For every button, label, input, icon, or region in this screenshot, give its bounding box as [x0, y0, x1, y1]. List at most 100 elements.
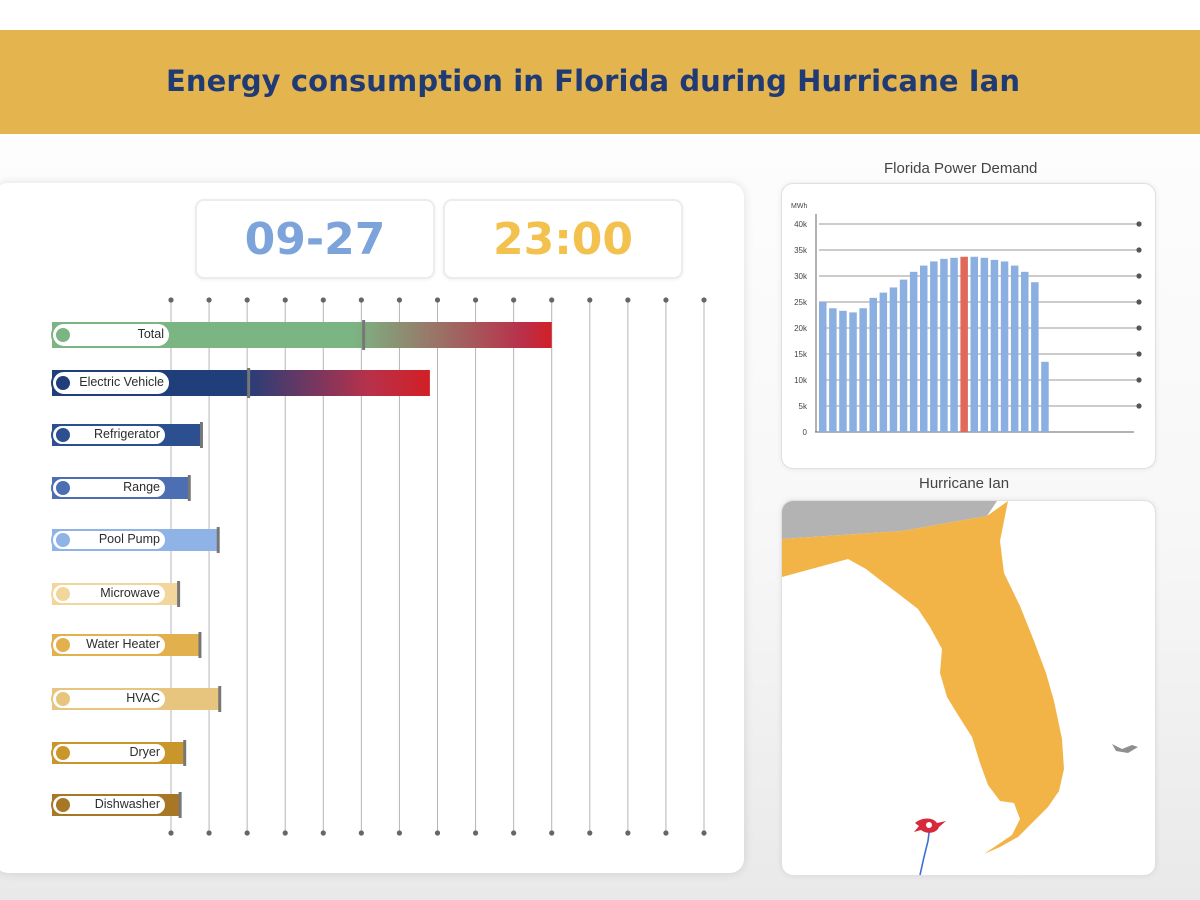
- grid-line-bottom-dot: [358, 830, 364, 836]
- appliance-color-dot: [56, 328, 70, 342]
- date-counter: 09-27: [195, 199, 435, 279]
- grid-line-top-dot: [511, 297, 517, 303]
- grid-line-top-dot: [549, 297, 555, 303]
- demand-gridline-dot: [1136, 273, 1142, 279]
- demand-bar: [1021, 271, 1029, 432]
- appliance-row: [51, 368, 430, 398]
- appliance-row: [51, 740, 187, 766]
- demand-bar: [899, 279, 908, 432]
- appliance-label: Range: [123, 480, 160, 494]
- reference-mark: [198, 632, 202, 658]
- appliance-label-pill: [51, 583, 167, 605]
- grid-line-top-dot: [625, 297, 631, 303]
- reference-mark: [218, 686, 222, 712]
- appliance-row: [51, 581, 181, 607]
- appliance-row: [51, 686, 222, 712]
- demand-bar: [930, 261, 938, 432]
- demand-bar: [1000, 261, 1009, 432]
- reference-mark: [183, 740, 187, 766]
- appliance-color-dot: [56, 746, 70, 760]
- demand-gridline-dot: [1136, 299, 1142, 305]
- grid-line-bottom-dot: [434, 830, 441, 836]
- reference-mark: [177, 581, 181, 607]
- appliance-row: [51, 320, 552, 350]
- demand-gridline-dot: [1136, 351, 1142, 357]
- grid-line-bottom-dot: [511, 830, 517, 836]
- demand-gridline-dot: [1136, 325, 1142, 331]
- appliance-color-dot: [56, 692, 70, 706]
- appliance-row: [51, 475, 191, 501]
- demand-bar: [839, 310, 847, 432]
- grid-line-bottom-dot: [244, 830, 250, 836]
- florida-state-shape: [782, 501, 1064, 854]
- grid-line-top-dot: [168, 297, 174, 303]
- demand-tick-label: 40k: [794, 220, 808, 229]
- appliance-label-pill: [51, 424, 167, 446]
- demand-bar: [990, 259, 999, 432]
- grid-line-top-dot: [320, 297, 326, 303]
- appliance-color-dot: [56, 376, 70, 390]
- appliance-label-pill: [51, 688, 167, 710]
- grid-line-bottom-dot: [549, 830, 555, 836]
- appliance-color-dot: [56, 587, 70, 601]
- demand-tick-label: 5k: [799, 402, 808, 411]
- reference-mark: [199, 422, 203, 448]
- demand-bar: [950, 257, 958, 432]
- demand-bar: [920, 265, 928, 432]
- grid-line-bottom-dot: [168, 830, 174, 836]
- florida-map: [782, 501, 1138, 875]
- grid-line-top-dot: [206, 297, 212, 303]
- neighbor-states-shape: [782, 501, 997, 539]
- demand-tick-label: 25k: [794, 298, 808, 307]
- demand-bar-chart: 0 5k 10k 15k 20k 25k 30k 35k 40k MWh: [791, 203, 1142, 437]
- demand-bar: [909, 271, 918, 432]
- grid-line-top-dot: [472, 297, 479, 303]
- appliance-row: [51, 422, 203, 448]
- hurricane-icon: [914, 818, 946, 833]
- demand-gridline-dot: [1136, 221, 1142, 227]
- appliance-label-pill: [51, 634, 167, 656]
- grid-line-top-dot: [434, 297, 441, 303]
- demand-tick-label: 30k: [794, 272, 808, 281]
- reference-mark: [187, 475, 191, 501]
- appliance-color-dot: [56, 533, 70, 547]
- demand-bar: [889, 287, 898, 432]
- grid-line-bottom-dot: [472, 830, 479, 836]
- appliance-label: HVAC: [126, 691, 160, 705]
- appliance-label: Water Heater: [86, 637, 160, 651]
- appliance-bar-chart: [51, 297, 707, 836]
- reference-mark: [178, 792, 182, 818]
- demand-gridline-dot: [1136, 377, 1142, 383]
- appliance-color-dot: [56, 638, 70, 652]
- grid-line-top-dot: [282, 297, 288, 303]
- demand-tick-label: 20k: [794, 324, 808, 333]
- appliance-color-dot: [56, 798, 70, 812]
- appliance-label-pill: [51, 370, 171, 396]
- demand-bar: [869, 297, 877, 432]
- appliance-label: Microwave: [100, 586, 160, 600]
- appliance-label-pill: [51, 477, 167, 499]
- grid-line-top-dot: [587, 297, 593, 303]
- demand-tick-label: 0: [803, 428, 808, 437]
- appliance-row: [51, 632, 202, 658]
- appliance-label-pill: [51, 322, 171, 348]
- appliance-label: Dishwasher: [94, 797, 160, 811]
- appliance-row: [51, 792, 182, 818]
- map-title: Hurricane Ian: [919, 475, 1010, 492]
- grid-line-bottom-dot: [701, 830, 707, 836]
- demand-gridline-dot: [1136, 247, 1142, 253]
- grid-line-bottom-dot: [320, 830, 326, 836]
- demand-bar: [970, 256, 978, 432]
- demand-bar: [819, 302, 827, 432]
- demand-chart-title: Florida Power Demand: [884, 160, 1038, 177]
- grid-line-top-dot: [663, 297, 669, 303]
- page-title: Energy consumption in Florida during Hur…: [166, 64, 1021, 98]
- appliance-label-pill: [51, 794, 167, 816]
- appliance-label-pill: [51, 529, 167, 551]
- grid-line-bottom-dot: [396, 830, 403, 836]
- demand-bar: [980, 257, 989, 432]
- grid-line-top-dot: [396, 297, 403, 303]
- hurricane-track-line: [919, 824, 931, 875]
- grid-line-bottom-dot: [206, 830, 212, 836]
- demand-bar: [859, 308, 867, 432]
